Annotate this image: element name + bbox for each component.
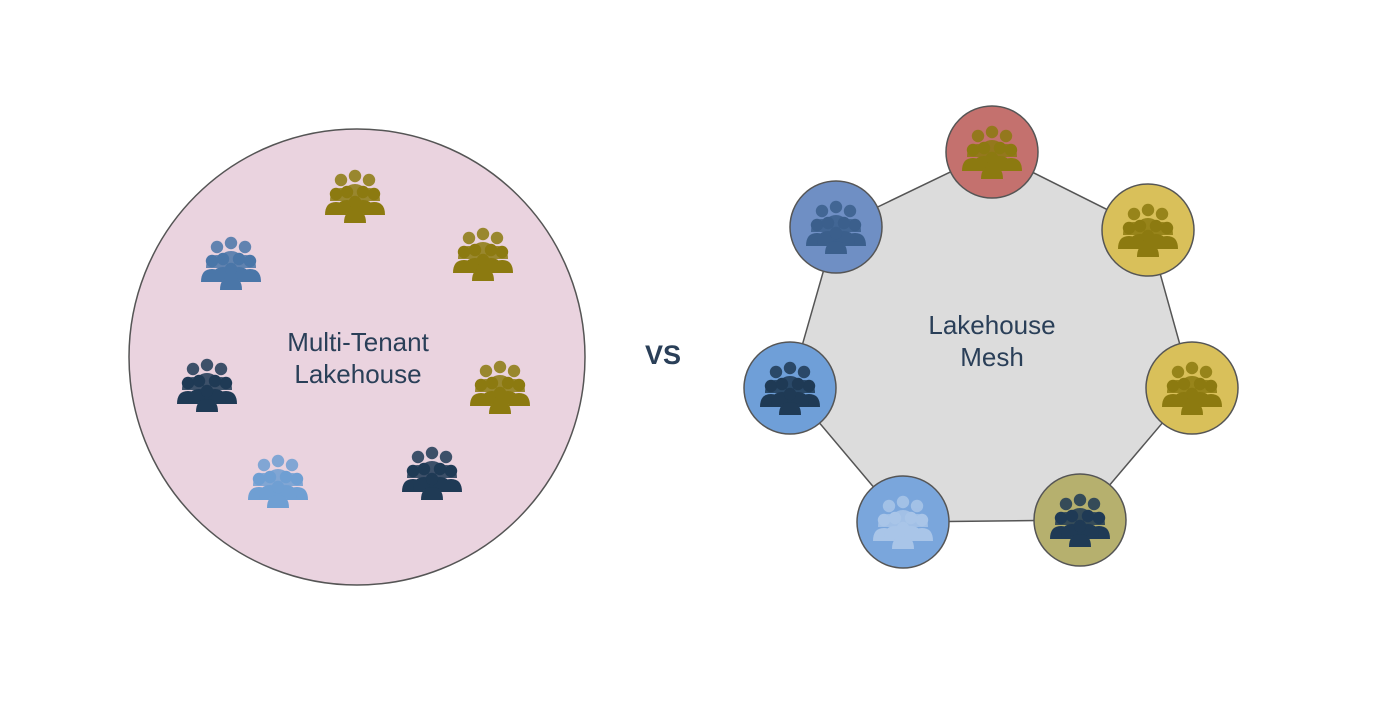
mesh-label-line2: Mesh bbox=[960, 342, 1024, 372]
mesh-label-line1: Lakehouse bbox=[928, 310, 1055, 340]
mesh-node bbox=[743, 341, 837, 435]
mesh-node bbox=[945, 105, 1039, 199]
multi-tenant-label-line1: Multi-Tenant bbox=[287, 327, 429, 357]
mesh-node bbox=[1101, 183, 1195, 277]
mesh-node bbox=[1033, 473, 1127, 567]
mesh-nodes bbox=[743, 105, 1239, 569]
mesh-node bbox=[856, 475, 950, 569]
mesh-node bbox=[1145, 341, 1239, 435]
vs-separator: VS bbox=[645, 340, 681, 370]
lakehouse-mesh: Lakehouse Mesh bbox=[743, 105, 1239, 569]
multi-tenant-lakehouse: Multi-Tenant Lakehouse bbox=[128, 128, 586, 586]
mesh-node bbox=[789, 180, 883, 274]
multi-tenant-label-line2: Lakehouse bbox=[294, 359, 421, 389]
